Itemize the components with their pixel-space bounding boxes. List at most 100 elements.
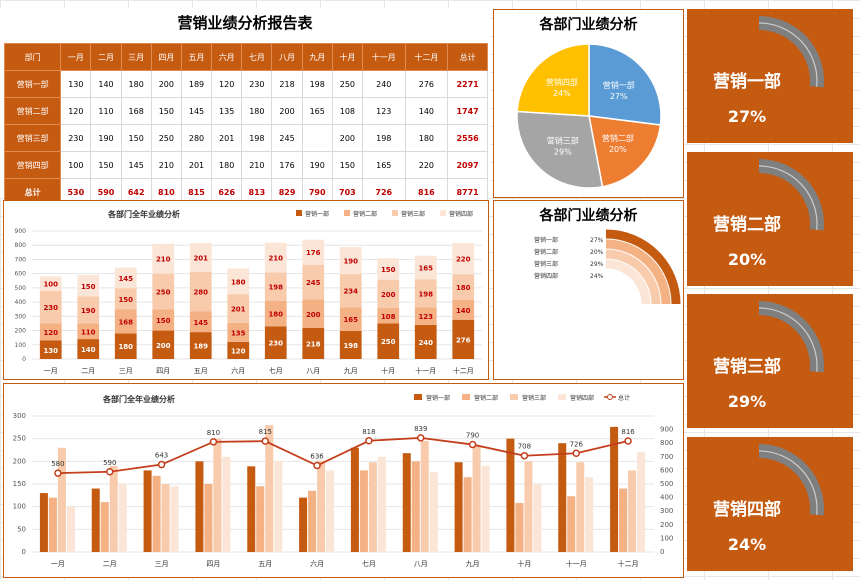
table-cell[interactable]: 165 <box>301 97 333 125</box>
table-cell[interactable]: 201 <box>180 151 213 179</box>
total-data-label: 818 <box>362 428 375 436</box>
table-cell[interactable]: 168 <box>120 97 152 125</box>
table-cell[interactable]: 110 <box>90 97 122 125</box>
legend-swatch <box>558 394 566 400</box>
table-cell[interactable]: 218 <box>271 70 303 98</box>
table-cell[interactable]: 190 <box>90 124 122 152</box>
legend-swatch <box>296 210 302 216</box>
stacked-chart: 各部门全年业绩分析 0 100 200 300 400 500 600 700 800 900 130… <box>15 209 482 375</box>
bar-data-label: 140 <box>81 346 96 354</box>
legend-swatch <box>440 210 446 216</box>
bar-data-label: 250 <box>381 338 396 346</box>
table-cell[interactable]: 100 <box>60 151 92 179</box>
total-point <box>365 437 373 445</box>
table-cell[interactable]: 210 <box>241 151 273 179</box>
stacked-bar <box>114 309 137 334</box>
bar-data-label: 245 <box>306 279 321 287</box>
table-cell[interactable]: 190 <box>301 151 333 179</box>
y-tick-label-left: 100 <box>13 503 26 511</box>
table-cell[interactable]: 176 <box>271 151 303 179</box>
stacked-bar <box>189 311 212 333</box>
combo-bar <box>39 493 48 552</box>
total-point <box>209 438 218 446</box>
table-cell[interactable]: 180 <box>404 124 449 152</box>
x-tick-label: 六月 <box>310 559 324 568</box>
total-point <box>54 469 62 477</box>
table-cell[interactable]: 145 <box>180 97 213 125</box>
pie-slice-value: 29% <box>554 148 572 157</box>
y-tick-label-left: 150 <box>13 480 26 488</box>
table-cell[interactable]: 108 <box>331 97 363 125</box>
table-cell[interactable]: 200 <box>271 97 303 125</box>
combo-bar <box>619 488 628 552</box>
table-cell[interactable]: 140 <box>404 97 449 125</box>
combo-bar <box>299 497 308 552</box>
table-cell[interactable]: 150 <box>150 97 182 125</box>
table-cell[interactable]: 150 <box>331 151 363 179</box>
table-cell[interactable]: 250 <box>331 70 363 98</box>
combo-bar <box>567 496 576 552</box>
y-tick-label-left: 200 <box>13 457 26 465</box>
combo-bar <box>195 461 204 552</box>
table-cell[interactable]: 135 <box>211 97 243 125</box>
stacked-bar <box>189 243 212 272</box>
bar-data-label: 201 <box>193 254 208 262</box>
table-cell[interactable]: 120 <box>60 97 92 125</box>
table-cell[interactable]: 250 <box>150 124 182 152</box>
chart-title: 各部门全年业绩分析 <box>107 209 180 219</box>
stacked-bar <box>377 258 400 280</box>
table-cell[interactable] <box>301 124 333 152</box>
table-cell[interactable]: 145 <box>120 151 152 179</box>
stacked-bar <box>77 296 100 324</box>
stacked-bar <box>452 274 475 300</box>
stacked-bar <box>114 333 137 359</box>
legend-label: 营销一部 <box>305 210 329 218</box>
legend-swatch <box>414 394 422 400</box>
table-cell[interactable]: 201 <box>211 124 243 152</box>
card-dept3: 营销三部 29% <box>687 294 853 428</box>
table-cell[interactable]: 280 <box>180 124 213 152</box>
card-percent: 24% <box>727 535 767 554</box>
combo-bar <box>377 456 386 552</box>
y-tick-label: 400 <box>15 299 27 306</box>
pie-chart: 营销一部 27% 营销二部 20% 营销三部 29% 营销四部 24% <box>516 43 662 189</box>
total-point <box>313 461 321 470</box>
table-cell[interactable]: 230 <box>241 70 273 98</box>
table-cell[interactable]: 180 <box>211 151 243 179</box>
table-cell[interactable]: 230 <box>60 124 92 152</box>
pie-slice <box>516 110 604 189</box>
x-tick-label: 十月 <box>517 559 531 568</box>
table-cell[interactable]: 200 <box>331 124 363 152</box>
total-point <box>624 437 632 445</box>
table-cell[interactable]: 198 <box>361 124 406 152</box>
combo-chart: 各部门全年业绩分析 0 50 100 150 200 250 300 0 100 200 300 400… <box>13 394 673 568</box>
table-cell[interactable]: 180 <box>120 70 152 98</box>
y-tick-label: 100 <box>15 342 27 349</box>
table-cell[interactable]: 120 <box>211 70 243 98</box>
stacked-bar <box>152 330 175 359</box>
x-tick-label: 一月 <box>51 560 65 568</box>
table-cell[interactable]: 200 <box>150 70 182 98</box>
table-cell[interactable]: 198 <box>241 124 273 152</box>
table-cell[interactable]: 180 <box>241 97 273 125</box>
table-cell[interactable]: 245 <box>271 124 303 152</box>
table-cell[interactable]: 220 <box>404 151 449 179</box>
x-tick-label: 八月 <box>414 560 428 568</box>
radial-panel: 各部门业绩分析 营销一部 27% 营销二部 20% 营销三部 29% 营销四部 24% <box>493 200 684 380</box>
card-name: 营销四部 <box>713 500 781 520</box>
table-cell[interactable]: 165 <box>361 151 406 179</box>
legend-label: 营销三部 <box>401 210 425 218</box>
card-name: 营销一部 <box>713 72 781 92</box>
table-cell[interactable]: 189 <box>180 70 213 98</box>
table-cell[interactable]: 210 <box>150 151 182 179</box>
table-cell[interactable]: 198 <box>301 70 333 98</box>
column-header: 一月 <box>60 43 92 71</box>
table-cell[interactable]: 240 <box>361 70 406 98</box>
table-cell[interactable]: 130 <box>60 70 92 98</box>
table-cell[interactable]: 150 <box>120 124 152 152</box>
table-cell[interactable]: 150 <box>90 151 122 179</box>
table-cell[interactable]: 276 <box>404 70 449 98</box>
table-cell[interactable]: 123 <box>361 97 406 125</box>
stacked-bar <box>227 268 250 295</box>
table-cell[interactable]: 140 <box>90 70 122 98</box>
